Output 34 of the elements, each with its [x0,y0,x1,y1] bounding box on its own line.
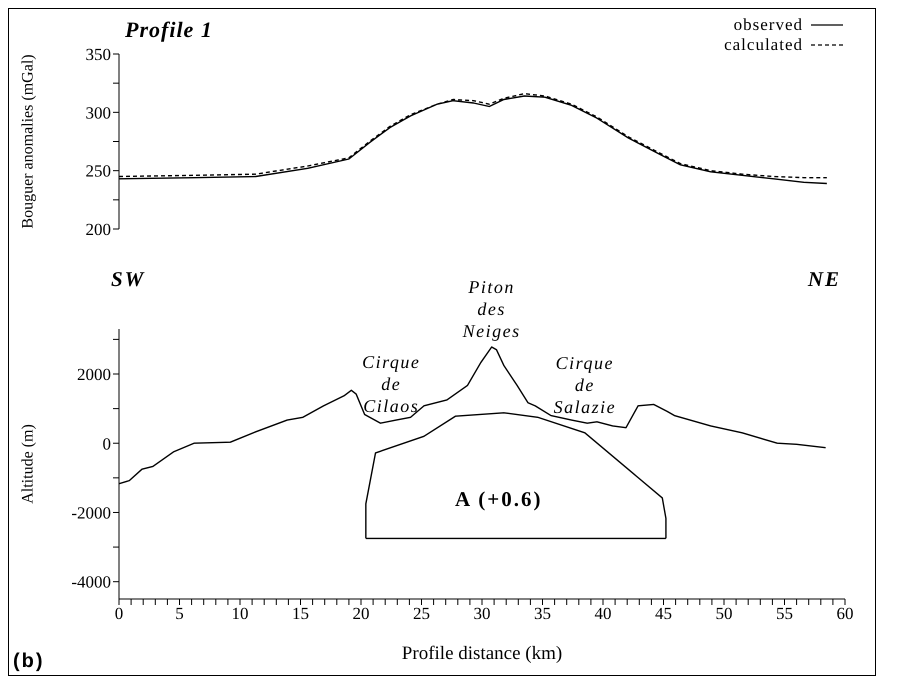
y-tick-label: 200 [86,220,111,240]
legend-label: observed [734,15,803,35]
x-axis-title: Profile distance (km) [402,643,562,664]
x-tick-label: 20 [352,604,370,624]
x-tick-label: 35 [534,604,551,624]
y-tick-label: -2000 [71,503,111,522]
x-tick-label: 25 [413,604,430,624]
y-tick-label: 350 [86,45,111,64]
legend-label: calculated [724,35,803,55]
y-tick-label: 0 [102,434,111,454]
x-tick-label: 5 [175,604,184,624]
y-axis-title: Bouguer anomalies (mGal) [20,54,37,229]
annotation: Piton des Neiges [462,277,521,341]
annotation: Cirque de Cilaos [362,352,420,416]
x-tick-label: 0 [114,604,124,624]
x-tick-label: 30 [474,604,490,624]
y-tick-label: 2000 [77,365,111,384]
annotation: Cirque de Salazie [554,353,616,418]
y-tick-label: -4000 [71,572,111,592]
x-tick-label: 60 [836,604,854,624]
x-tick-label: 15 [292,604,309,624]
x-tick-label: 50 [716,604,732,624]
chart-title: Profile 1 [125,17,213,43]
y-tick-label: 300 [86,103,111,122]
y-axis-title: Altitude (m) [20,424,37,504]
y-tick-label: 250 [86,162,111,181]
x-tick-label: 40 [594,604,612,624]
x-tick-label: 55 [776,604,793,624]
x-tick-label: 45 [655,604,672,624]
x-tick-label: 10 [232,604,248,624]
text: NE [808,267,841,292]
annotation: A (+0.6) [455,487,542,512]
text: (b) [13,650,45,673]
text: SW [111,267,146,292]
